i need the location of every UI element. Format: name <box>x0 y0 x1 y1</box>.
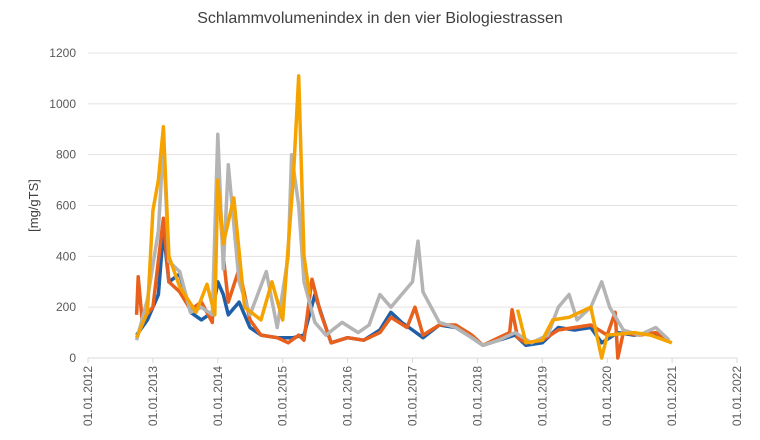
x-tick-label: 01.01.2020 <box>600 366 614 426</box>
y-axis-label: [mg/gTS] <box>26 179 41 232</box>
x-tick-label: 01.01.2018 <box>470 366 484 426</box>
y-tick-label: 0 <box>69 351 76 365</box>
series-line-2 <box>134 173 670 360</box>
y-tick-label: 1000 <box>49 97 76 111</box>
series-line-3 <box>134 132 671 348</box>
x-tick-label: 01.01.2016 <box>341 366 355 426</box>
x-tick-label: 01.01.2013 <box>146 366 160 426</box>
y-tick-label: 400 <box>56 249 76 263</box>
x-tick-label: 01.01.2012 <box>81 366 95 426</box>
series-line-4 <box>134 74 673 360</box>
chart-title: Schlammvolumenindex in den vier Biologie… <box>197 10 563 27</box>
x-tick-label: 01.01.2015 <box>276 366 290 426</box>
x-tick-label: 01.01.2022 <box>730 366 744 426</box>
x-tick-label: 01.01.2014 <box>211 366 225 426</box>
x-tick-label: 01.01.2017 <box>406 366 420 426</box>
y-tick-label: 200 <box>56 300 76 314</box>
y-tick-label: 1200 <box>49 46 76 60</box>
x-tick-label: 01.01.2019 <box>535 366 549 426</box>
y-tick-label: 800 <box>56 148 76 162</box>
x-tick-label: 01.01.2021 <box>665 366 679 426</box>
y-tick-label: 600 <box>56 199 76 213</box>
